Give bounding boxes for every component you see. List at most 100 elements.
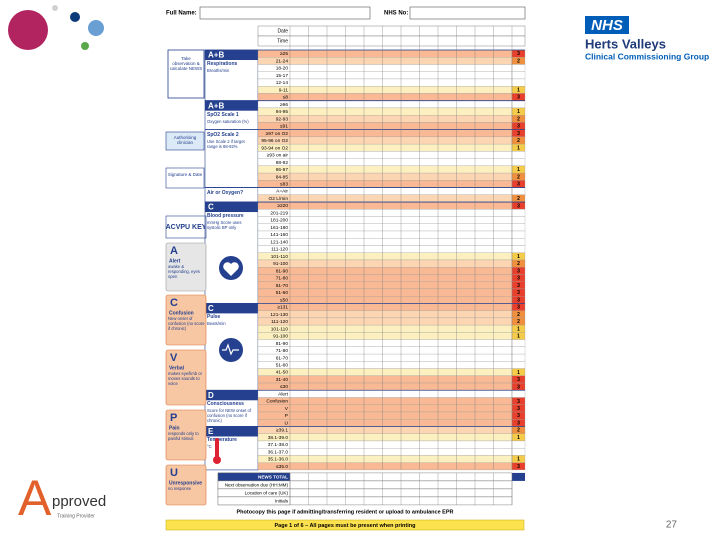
score-row [257, 346, 513, 355]
section-subtitle-text: Score for NEW onset of confusion (no sco… [207, 408, 251, 424]
acvpu-name: Pain [169, 425, 180, 431]
section-title: Pulse [207, 314, 220, 320]
score-cell [511, 64, 526, 72]
approved-sub: Training Provider [57, 513, 95, 519]
score-cell [511, 230, 526, 239]
nhs-no-label: NHS No: [384, 11, 408, 17]
section-subtitle: Score for NEW onset of confusion (no sco… [207, 408, 251, 424]
score-value: 3 [517, 268, 520, 274]
approved-word: pproved [52, 493, 106, 510]
section-subtitle: Beats/min [207, 321, 226, 326]
score-row [257, 426, 513, 434]
score-cell [511, 78, 526, 87]
score-value: 2 [517, 58, 520, 64]
section-letter-bg [205, 390, 258, 401]
pages-bar [165, 519, 525, 531]
section-letter-bg [205, 50, 258, 60]
score-value: 2 [517, 116, 520, 122]
header-row [257, 35, 526, 47]
range-label: V [285, 406, 289, 412]
decor-dot [52, 5, 58, 11]
range-label: ≥96 [280, 102, 288, 108]
score-row [257, 310, 513, 319]
score-value: 3 [517, 297, 520, 303]
score-row [257, 267, 513, 275]
acvpu-desc: no response [168, 486, 192, 491]
score-row [257, 180, 513, 188]
section-letter: E [208, 427, 214, 436]
range-label: ≥131 [277, 305, 288, 311]
section-subtitle: mmHg Score uses systolic BP only [207, 220, 241, 230]
decor-dot [8, 10, 48, 50]
range-label: ≥97 on O2 [266, 131, 289, 137]
range-label: ≥220 [277, 203, 288, 209]
score-value: 3 [517, 95, 520, 101]
score-row [257, 440, 513, 449]
range-label: 201-219 [270, 210, 288, 216]
score-value: 3 [517, 283, 520, 289]
score-row [257, 122, 513, 130]
section-title-text: Blood pressure [207, 213, 244, 220]
thermometer-bulb [213, 456, 221, 464]
score-value: 2 [517, 138, 520, 144]
score-value: 1 [517, 254, 520, 260]
acvpu-desc-text: responds only to painful stimuli [168, 431, 199, 441]
score-cell [511, 216, 526, 224]
acvpu-title: ACVPU KEY [166, 224, 207, 231]
section-title: Respirations [207, 61, 237, 67]
section-title: SpO2 Scale 2 [207, 132, 239, 138]
range-label: 36.1-37.0 [268, 449, 289, 455]
acvpu-box [165, 409, 207, 461]
score-row [257, 158, 513, 166]
range-label: 161-180 [270, 225, 288, 231]
range-label: O2 L/min [269, 196, 289, 202]
section-title: Blood pressure [207, 213, 244, 220]
signature-box [165, 167, 205, 189]
score-value: 1 [517, 370, 520, 376]
section-title: Consciousness [207, 401, 244, 407]
score-row [257, 57, 513, 65]
score-cell [511, 448, 526, 456]
header-row-label: Date [277, 28, 288, 34]
score-cell [511, 238, 526, 246]
section-subtitle-text: Oxygen saturation (%) [207, 118, 249, 124]
acvpu-desc: makes eye/limb or moves sounds to voice [168, 371, 202, 386]
range-label: 41-50 [276, 370, 289, 376]
take-obs-text: Take observation & calculate NEWS [169, 56, 203, 71]
acvpu-letter: V [170, 352, 178, 364]
approved-letter: A [18, 470, 52, 526]
score-row [257, 361, 513, 369]
score-value: 1 [517, 334, 520, 340]
authorising-text: Authorising clinician [173, 135, 197, 145]
acvpu-letter: U [170, 467, 178, 479]
score-row [257, 93, 513, 101]
range-label: 111-120 [271, 247, 288, 253]
score-cell [511, 187, 526, 195]
score-row [257, 201, 513, 210]
acvpu-desc-text: no response [168, 486, 192, 491]
range-label: 51-60 [276, 363, 289, 369]
section-subtitle: Oxygen saturation (%) [207, 118, 249, 124]
footer-row-label: NEWS TOTAL [258, 474, 288, 479]
range-label: 61-70 [276, 355, 289, 361]
score-cell [511, 151, 526, 159]
news-total-cell [512, 472, 525, 481]
score-row [257, 209, 513, 217]
input-box [409, 6, 526, 20]
score-value: 1 [517, 87, 520, 93]
range-label: 141-160 [270, 232, 288, 238]
section-title: Air or Oxygen? [207, 190, 243, 196]
range-label: ≤91 [280, 124, 288, 130]
score-value: 1 [517, 457, 520, 463]
acvpu-name: Verbal [169, 365, 185, 371]
authorising-box [165, 131, 205, 151]
score-row [257, 382, 513, 391]
acvpu-desc-text: awake & responding, eyes open [168, 264, 200, 279]
range-label: 111-120 [271, 319, 288, 325]
score-row [257, 296, 513, 304]
range-label: 91-100 [273, 261, 288, 267]
score-cell [511, 339, 526, 347]
score-row [257, 259, 513, 268]
score-value: 3 [517, 399, 520, 405]
